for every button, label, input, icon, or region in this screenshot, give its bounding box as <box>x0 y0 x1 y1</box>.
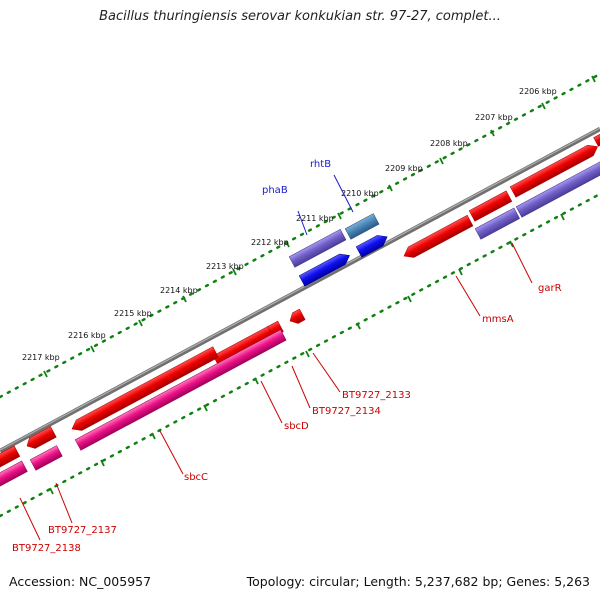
gene-rhtB-teal[interactable] <box>344 213 380 240</box>
reverse-strand-track <box>288 213 390 287</box>
bt2138-hit[interactable] <box>0 460 28 494</box>
gene-garR-cds[interactable] <box>509 141 600 198</box>
similarity-track-purple <box>474 161 600 240</box>
cds-forward-track <box>0 130 600 477</box>
gene-cds-2206[interactable] <box>468 190 513 222</box>
gene-cds-edge[interactable] <box>593 130 600 147</box>
tick-label-2211: 2211 kbp <box>296 214 334 223</box>
accession-text: Accession: NC_005957 <box>9 574 152 589</box>
gene-bt2137-cds[interactable] <box>24 426 57 452</box>
map-title: Bacillus thuringiensis serovar konkukian… <box>99 9 501 24</box>
tick-label-2210: 2210 kbp <box>341 189 379 198</box>
tick-label-2207: 2207 kbp <box>475 113 513 122</box>
outer-scale-ring <box>0 72 600 399</box>
gene-bt2133-cds[interactable] <box>287 308 306 326</box>
gene-label-sbcD[interactable]: sbcD <box>284 421 309 432</box>
genome-backbone <box>0 127 600 453</box>
tick-label-2206: 2206 kbp <box>519 87 557 96</box>
tick-label-2217: 2217 kbp <box>22 353 60 362</box>
tick-label-2215: 2215 kbp <box>114 309 152 318</box>
gene-label-bt2138[interactable]: BT9727_2138 <box>12 543 81 554</box>
gene-bt2138-cds[interactable] <box>0 445 21 477</box>
tick-label-2209: 2209 kbp <box>385 164 423 173</box>
tick-label-2213: 2213 kbp <box>206 262 244 271</box>
mmsA-hit[interactable] <box>474 207 520 240</box>
gene-label-sbcC[interactable]: sbcC <box>184 472 208 483</box>
inner-scale-ring <box>0 192 600 518</box>
gene-phaB-blue[interactable] <box>298 250 352 287</box>
sbcD-hit[interactable] <box>74 329 287 451</box>
tick-label-2208: 2208 kbp <box>430 139 468 148</box>
gene-label-bt2137[interactable]: BT9727_2137 <box>48 525 117 536</box>
topology-text: Topology: circular; Length: 5,237,682 bp… <box>246 574 590 589</box>
gene-label-mmsA[interactable]: mmsA <box>482 314 514 325</box>
gene-label-bt2134[interactable]: BT9727_2134 <box>312 406 381 417</box>
outer-tick-marks <box>43 75 596 378</box>
tick-label-2214: 2214 kbp <box>160 286 198 295</box>
gene-label-garR[interactable]: garR <box>538 283 562 294</box>
gene-label-bt2133[interactable]: BT9727_2133 <box>342 390 411 401</box>
label-leaders <box>19 174 533 541</box>
gene-label-rhtB[interactable]: rhtB <box>310 159 331 170</box>
gene-label-phaB[interactable]: phaB <box>262 185 288 196</box>
gene-mmsA-cds[interactable] <box>401 214 474 261</box>
tick-label-2216: 2216 kbp <box>68 331 106 340</box>
tick-label-2212: 2212 kbp <box>251 238 289 247</box>
garR-hit[interactable] <box>515 161 600 218</box>
gene-phaB-purple[interactable] <box>288 228 347 268</box>
inner-tick-marks <box>49 213 565 495</box>
gene-sbcC-cds[interactable] <box>69 346 219 435</box>
gene-rhtB-blue[interactable] <box>355 232 390 258</box>
similarity-track-pink <box>0 329 287 494</box>
bt2137-hit[interactable] <box>29 445 63 471</box>
